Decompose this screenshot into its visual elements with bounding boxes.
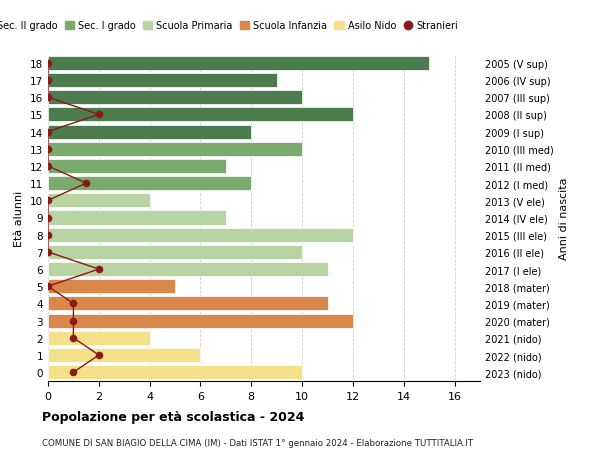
Point (94, 266, 104, 273)
Point (68, 300, 78, 308)
Bar (48, 91, 302, 105)
Bar (48, 160, 226, 174)
Point (68, 369, 78, 376)
Bar (48, 228, 353, 242)
Y-axis label: Età alunni: Età alunni (14, 190, 25, 246)
Point (43, 231, 53, 239)
Bar (48, 280, 175, 294)
Point (43, 77, 53, 84)
Bar (48, 177, 251, 191)
Bar (48, 314, 353, 328)
Bar (48, 125, 251, 139)
Point (43, 60, 53, 67)
Bar (48, 297, 328, 311)
Bar (48, 331, 149, 345)
Point (43, 249, 53, 256)
Point (43, 146, 53, 153)
Bar (48, 56, 429, 71)
Bar (48, 348, 200, 362)
Text: Popolazione per età scolastica - 2024: Popolazione per età scolastica - 2024 (42, 410, 304, 423)
Bar (48, 74, 277, 88)
Point (43, 94, 53, 101)
Point (94, 112, 104, 119)
Bar (48, 108, 353, 122)
Bar (48, 245, 302, 259)
Point (68, 317, 78, 325)
Bar (48, 211, 226, 225)
Point (68, 335, 78, 342)
Bar (48, 263, 328, 276)
Legend: Sec. II grado, Sec. I grado, Scuola Primaria, Scuola Infanzia, Asilo Nido, Stran: Sec. II grado, Sec. I grado, Scuola Prim… (0, 17, 462, 35)
Point (94, 352, 104, 359)
Bar (48, 142, 302, 157)
Text: COMUNE DI SAN BIAGIO DELLA CIMA (IM) - Dati ISTAT 1° gennaio 2024 - Elaborazione: COMUNE DI SAN BIAGIO DELLA CIMA (IM) - D… (42, 438, 473, 447)
Point (43, 197, 53, 205)
Y-axis label: Anni di nascita: Anni di nascita (559, 177, 569, 259)
Point (82, 180, 91, 187)
Point (43, 163, 53, 170)
Point (43, 283, 53, 290)
Point (43, 214, 53, 222)
Point (43, 129, 53, 136)
Bar (48, 365, 302, 380)
Bar (48, 194, 149, 208)
